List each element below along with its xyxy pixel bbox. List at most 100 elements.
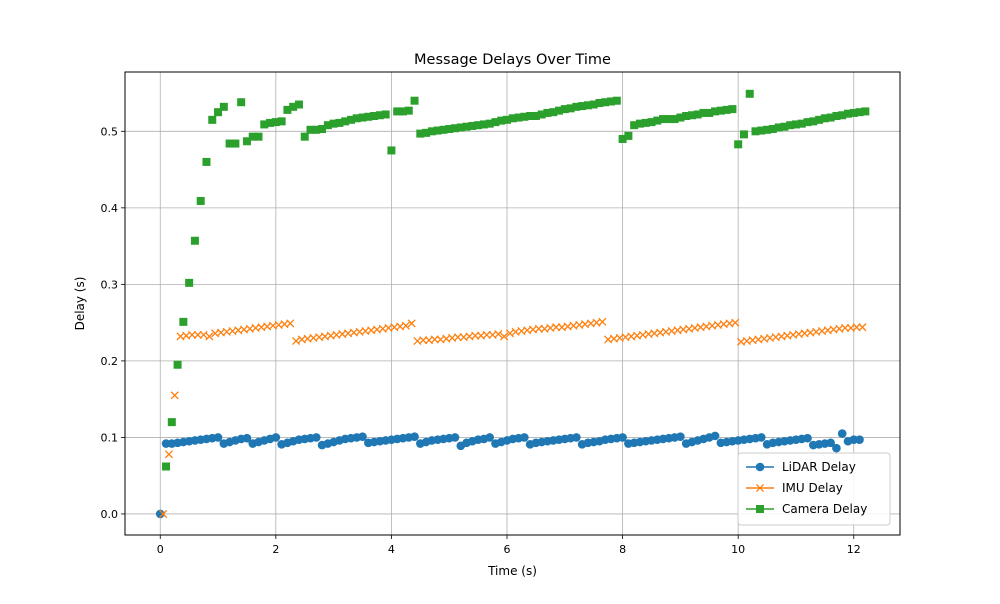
legend-marker [755, 483, 765, 493]
x-tick-label: 8 [619, 543, 626, 556]
data-point [520, 433, 529, 442]
legend-marker [756, 505, 764, 513]
data-point [647, 118, 656, 127]
data-point [676, 113, 685, 122]
data-point [271, 118, 280, 127]
data-point [534, 324, 543, 333]
data-point [474, 121, 483, 130]
data-point [231, 139, 240, 148]
data-point [555, 106, 564, 115]
data-point [780, 122, 789, 131]
data-point [248, 132, 257, 141]
data-point [624, 131, 633, 140]
data-point [306, 125, 315, 134]
legend: LiDAR Delay IMU Delay Camera Delay [737, 452, 891, 526]
data-point [578, 102, 587, 111]
data-point [734, 140, 743, 149]
data-point [422, 128, 431, 137]
data-point [346, 115, 355, 124]
data-point [598, 317, 607, 326]
data-point [318, 125, 327, 134]
data-point [358, 113, 367, 122]
data-point [653, 116, 662, 125]
data-point [292, 336, 301, 346]
data-point [843, 109, 852, 118]
data-point [456, 123, 465, 132]
legend-label: Camera Delay [782, 502, 867, 516]
legend-item: IMU Delay [746, 481, 843, 495]
data-point [179, 317, 188, 326]
data-point [618, 433, 627, 442]
data-point [583, 101, 592, 110]
data-point [774, 123, 783, 132]
data-point [699, 108, 708, 117]
data-point [520, 112, 529, 121]
series-imu-delay [159, 317, 867, 519]
data-point [855, 435, 864, 445]
data-point [832, 443, 841, 453]
x-tick-label: 0 [157, 543, 164, 556]
data-point [841, 323, 850, 333]
data-point [791, 120, 800, 129]
axis-ticks: 0 2 4 6 8 10 12 0.0 0.1 0.2 0.3 0.4 0.5 [101, 125, 861, 556]
y-tick-label: 0.3 [101, 278, 119, 291]
data-point [731, 318, 740, 327]
data-point [164, 450, 173, 459]
data-point [196, 196, 205, 205]
data-point [439, 125, 448, 134]
legend-item: LiDAR Delay [746, 460, 856, 474]
data-point [370, 112, 379, 121]
data-point [728, 105, 737, 114]
data-point [832, 112, 841, 121]
data-point [450, 433, 460, 442]
data-point [815, 115, 824, 124]
data-point [214, 108, 223, 117]
data-point [453, 333, 462, 342]
data-point [491, 118, 500, 127]
x-tick-label: 12 [847, 543, 861, 556]
data-point [722, 105, 731, 114]
data-point [676, 432, 685, 441]
data-point [185, 278, 194, 287]
data-point [427, 127, 436, 136]
data-point [286, 319, 295, 328]
data-point [543, 108, 552, 117]
data-point [786, 121, 795, 130]
legend-label: LiDAR Delay [782, 460, 856, 474]
y-tick-label: 0.4 [101, 202, 119, 215]
data-point [710, 431, 720, 441]
data-point [381, 110, 390, 119]
data-point [190, 236, 199, 245]
data-point [560, 105, 569, 114]
data-point [335, 118, 344, 127]
data-point [505, 329, 514, 338]
data-point [635, 119, 644, 128]
data-point [826, 438, 835, 448]
data-point [757, 126, 766, 135]
data-point [797, 119, 806, 128]
y-axis-label: Delay (s) [73, 277, 87, 331]
data-point [693, 110, 702, 119]
y-tick-label: 0.1 [101, 431, 119, 444]
data-point [508, 114, 517, 123]
data-point [471, 331, 480, 340]
data-point [364, 112, 373, 121]
y-tick-label: 0.5 [101, 125, 119, 138]
data-point [514, 113, 523, 122]
series-camera-delay [162, 89, 870, 471]
data-point [641, 118, 650, 127]
data-point [167, 418, 176, 427]
data-point [739, 130, 748, 139]
data-point [618, 134, 627, 143]
data-point [193, 330, 202, 339]
data-point [745, 89, 754, 98]
data-point [300, 132, 309, 141]
data-point [407, 319, 416, 328]
data-point [358, 432, 367, 441]
plot-area-frame [124, 71, 901, 536]
x-tick-label: 10 [731, 543, 745, 556]
data-point [155, 509, 165, 519]
data-point [430, 335, 439, 344]
data-point [630, 121, 639, 130]
